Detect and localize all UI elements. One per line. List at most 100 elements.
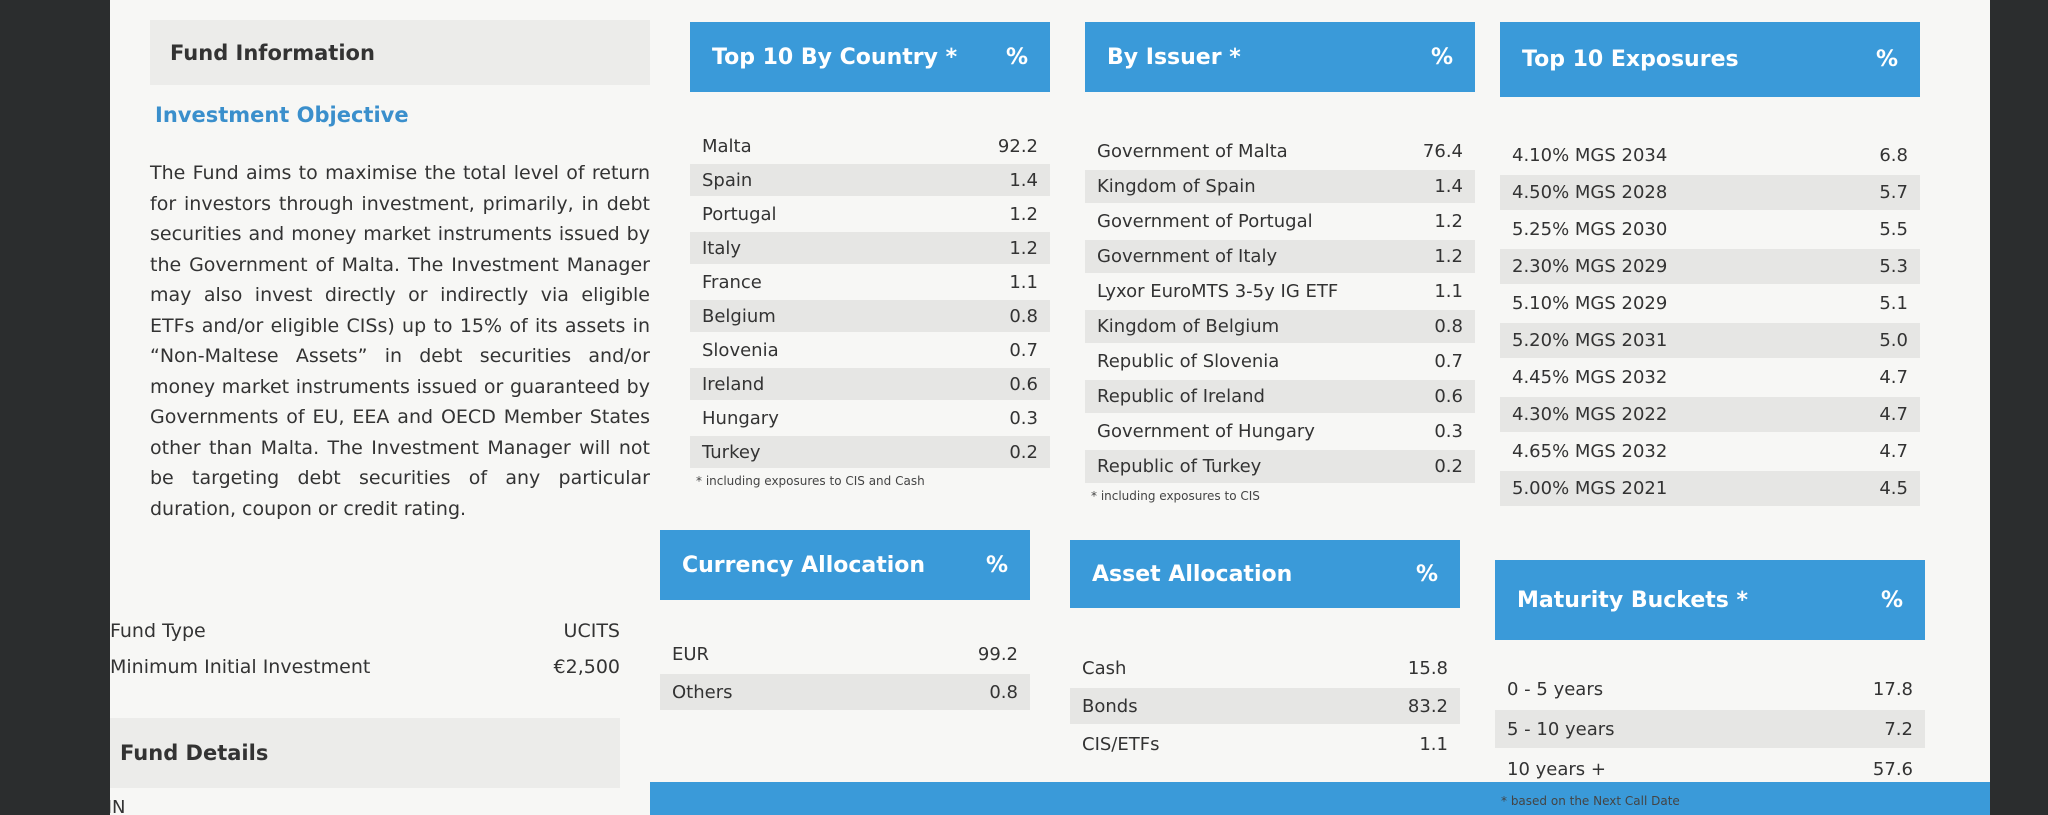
fact-row: Fund Type UCITS: [110, 620, 620, 656]
table-title: Asset Allocation: [1092, 561, 1293, 587]
row-value: 0.3: [1009, 407, 1038, 429]
row-value: 0.8: [1434, 316, 1463, 337]
row-label: Malta: [702, 135, 752, 157]
row-label: Kingdom of Belgium: [1097, 316, 1280, 337]
isin-label: ISIN: [110, 797, 126, 815]
row-value: 15.8: [1407, 657, 1448, 679]
row-label: Italy: [702, 237, 742, 259]
fact-label: Minimum Initial Investment: [110, 656, 371, 678]
row-value: 1.2: [1009, 203, 1038, 225]
row-value: 17.8: [1872, 678, 1913, 700]
row-value: 0.6: [1434, 386, 1463, 407]
table-unit: %: [1415, 561, 1438, 587]
objective-heading: Investment Objective: [155, 103, 409, 127]
factsheet-page: Fund Information Investment Objective Th…: [110, 0, 1990, 815]
fact-value: UCITS: [563, 620, 620, 642]
row-value: 0.3: [1434, 421, 1463, 442]
row-value: 83.2: [1407, 695, 1448, 717]
row-label: 5.00% MGS 2021: [1512, 478, 1668, 499]
table-row: 4.50% MGS 2028 5.7: [1500, 175, 1920, 210]
table-title: Currency Allocation: [682, 552, 926, 578]
row-label: Government of Hungary: [1097, 421, 1315, 442]
table-row: Republic of Turkey 0.2: [1085, 450, 1475, 483]
table-row: Others 0.8: [660, 674, 1030, 710]
table-row: Kingdom of Belgium 0.8: [1085, 310, 1475, 343]
table-unit: %: [1005, 44, 1028, 70]
table-row: Kingdom of Spain 1.4: [1085, 170, 1475, 203]
fact-row: Minimum Initial Investment €2,500: [110, 656, 620, 692]
row-value: 0.2: [1434, 456, 1463, 477]
table-header: By Issuer *%: [1085, 22, 1475, 92]
table-title: Top 10 By Country *: [712, 44, 958, 70]
table-row: 5.20% MGS 2031 5.0: [1500, 323, 1920, 358]
table-row: 5.25% MGS 2030 5.5: [1500, 212, 1920, 247]
row-label: 5.25% MGS 2030: [1512, 219, 1668, 240]
table-row: 4.65% MGS 2032 4.7: [1500, 434, 1920, 469]
row-label: Bonds: [1082, 695, 1138, 717]
table-row: 5.00% MGS 2021 4.5: [1500, 471, 1920, 506]
row-label: 4.10% MGS 2034: [1512, 145, 1668, 166]
row-label: 10 years +: [1507, 758, 1606, 780]
row-value: 99.2: [977, 643, 1018, 665]
row-value: 5.3: [1879, 256, 1908, 277]
row-value: 4.5: [1879, 478, 1908, 499]
row-label: Slovenia: [702, 339, 779, 361]
row-value: 0.8: [1009, 305, 1038, 327]
table-footnote: * including exposures to CIS: [1091, 489, 1260, 503]
row-value: 6.8: [1879, 145, 1908, 166]
row-value: 1.4: [1009, 169, 1038, 191]
table-row: Republic of Slovenia 0.7: [1085, 345, 1475, 378]
table-row: Spain 1.4: [690, 164, 1050, 196]
table-title: Maturity Buckets *: [1517, 587, 1749, 613]
row-label: 2.30% MGS 2029: [1512, 256, 1668, 277]
table-footnote: * based on the Next Call Date: [1501, 794, 1680, 808]
row-value: 1.1: [1419, 733, 1448, 755]
facts: Fund Type UCITS Minimum Initial Investment…: [110, 620, 620, 692]
table-row: Malta 92.2: [690, 130, 1050, 162]
row-label: Government of Malta: [1097, 141, 1288, 162]
row-label: Cash: [1082, 657, 1127, 679]
table-unit: %: [1430, 44, 1453, 70]
row-label: 5 - 10 years: [1507, 718, 1615, 740]
row-value: 0.7: [1434, 351, 1463, 372]
row-label: Spain: [702, 169, 753, 191]
row-value: 1.2: [1009, 237, 1038, 259]
table-row: EUR 99.2: [660, 636, 1030, 672]
table-row: Belgium 0.8: [690, 300, 1050, 332]
table-row: Italy 1.2: [690, 232, 1050, 264]
table-unit: %: [1875, 47, 1898, 72]
table-row: 5 - 10 years 7.2: [1495, 710, 1925, 748]
row-label: 4.50% MGS 2028: [1512, 182, 1668, 203]
row-label: Others: [672, 681, 733, 703]
section-header: Fund Details: [110, 718, 620, 788]
table-row: Government of Portugal 1.2: [1085, 205, 1475, 238]
header-band: [650, 782, 1990, 815]
row-label: Republic of Slovenia: [1097, 351, 1280, 372]
row-value: 1.2: [1434, 246, 1463, 267]
row-value: 1.1: [1009, 271, 1038, 293]
table-row: 4.45% MGS 2032 4.7: [1500, 360, 1920, 395]
row-label: 5.20% MGS 2031: [1512, 330, 1668, 351]
row-label: EUR: [672, 643, 710, 665]
row-value: 76.4: [1422, 141, 1463, 162]
row-label: Hungary: [702, 407, 779, 429]
table-unit: %: [985, 552, 1008, 578]
table-footnote: * including exposures to CIS and Cash: [696, 474, 925, 488]
table-row: 0 - 5 years 17.8: [1495, 670, 1925, 708]
table-row: Hungary 0.3: [690, 402, 1050, 434]
row-value: 0.7: [1009, 339, 1038, 361]
table-row: Cash 15.8: [1070, 650, 1460, 686]
table-row: Ireland 0.6: [690, 368, 1050, 400]
row-value: 4.7: [1879, 404, 1908, 425]
row-value: 1.2: [1434, 211, 1463, 232]
row-label: Kingdom of Spain: [1097, 176, 1256, 197]
table-row: Portugal 1.2: [690, 198, 1050, 230]
row-label: Government of Portugal: [1097, 211, 1313, 232]
row-value: 4.7: [1879, 441, 1908, 462]
table-row: CIS/ETFs 1.1: [1070, 726, 1460, 762]
row-label: 4.65% MGS 2032: [1512, 441, 1668, 462]
row-value: 0.8: [989, 681, 1018, 703]
table-row: France 1.1: [690, 266, 1050, 298]
row-label: 4.30% MGS 2022: [1512, 404, 1668, 425]
